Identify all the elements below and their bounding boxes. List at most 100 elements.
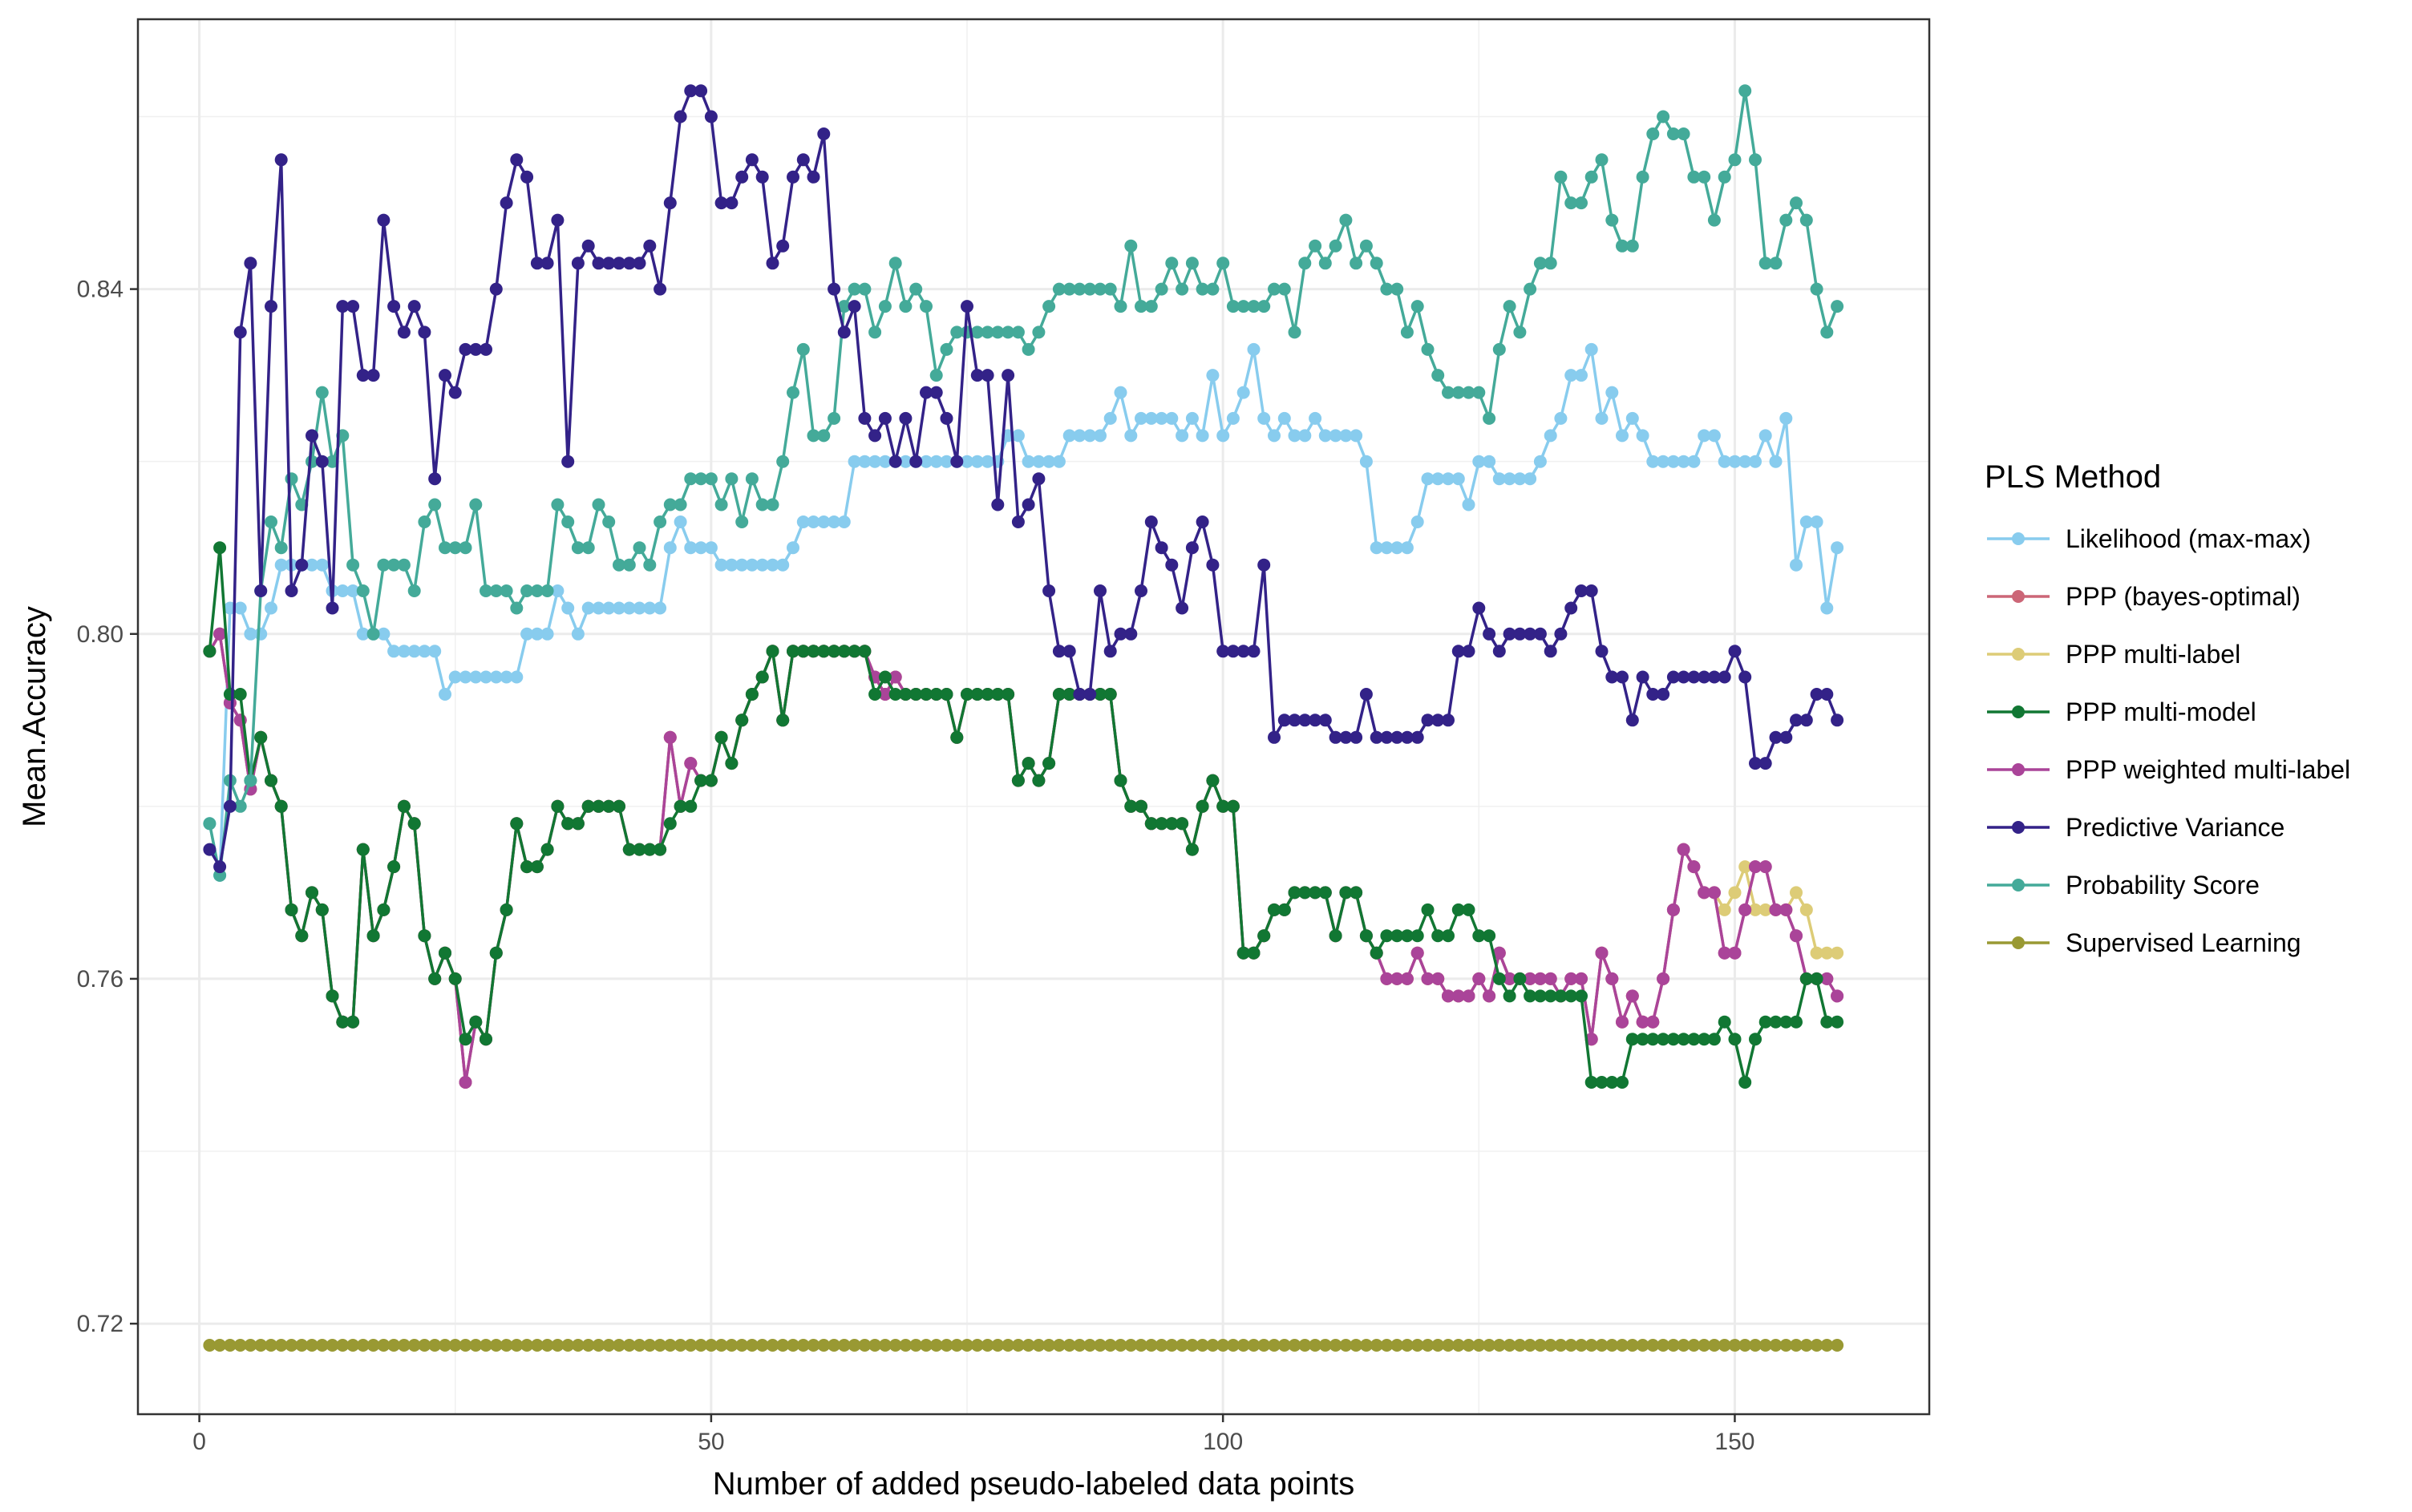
data-point	[1698, 1033, 1711, 1046]
data-point	[1524, 282, 1537, 296]
data-point	[356, 584, 370, 597]
data-point	[714, 730, 728, 744]
data-point	[295, 1339, 309, 1352]
data-point	[704, 472, 718, 486]
data-point	[540, 627, 554, 641]
data-point	[500, 1339, 513, 1352]
data-point	[858, 1339, 872, 1352]
legend: PLS Method Likelihood (max-max) PPP (baye…	[1985, 459, 2350, 957]
data-point	[633, 257, 646, 270]
data-point	[592, 1339, 605, 1352]
data-point	[725, 196, 739, 210]
data-point	[1718, 946, 1731, 960]
data-point	[1779, 1015, 1793, 1029]
data-point	[714, 1339, 728, 1352]
data-point	[654, 515, 667, 528]
data-point	[561, 601, 575, 615]
legend-item-ppp-weighted-multi-label: PPP weighted multi-label	[1987, 755, 2350, 784]
data-point	[1094, 584, 1107, 597]
data-point	[306, 429, 318, 443]
data-point	[613, 601, 625, 615]
data-point	[1011, 774, 1025, 787]
data-point	[1657, 110, 1670, 123]
data-point	[561, 515, 575, 528]
data-point	[407, 300, 421, 313]
data-point	[1749, 455, 1762, 468]
data-point	[1390, 972, 1404, 985]
data-point	[469, 498, 483, 511]
series-probability-score	[203, 84, 1844, 882]
data-point	[602, 1339, 616, 1352]
data-point	[848, 300, 861, 313]
data-point	[418, 929, 431, 943]
data-point	[694, 541, 708, 555]
data-point	[1799, 213, 1813, 227]
data-point	[1350, 886, 1363, 900]
data-point	[366, 627, 380, 641]
data-point	[1831, 989, 1844, 1003]
data-point	[961, 300, 973, 313]
data-point	[1011, 429, 1025, 443]
data-point	[1728, 946, 1742, 960]
data-point	[837, 300, 851, 313]
series-layer	[203, 84, 1844, 1352]
data-point	[244, 1339, 257, 1352]
data-point	[480, 584, 492, 597]
data-point	[878, 1339, 892, 1352]
data-point	[1135, 411, 1147, 425]
data-point	[274, 799, 288, 813]
data-point	[1524, 989, 1537, 1003]
data-point	[837, 515, 851, 528]
data-point	[1135, 300, 1147, 313]
data-point	[1524, 972, 1537, 985]
data-point	[1513, 627, 1527, 641]
data-point	[787, 541, 799, 555]
data-point	[1769, 455, 1783, 468]
data-point	[654, 1339, 667, 1352]
data-point	[1268, 1339, 1281, 1352]
data-point	[366, 369, 380, 382]
data-point	[1472, 972, 1486, 985]
data-point	[1492, 342, 1506, 356]
data-point	[1738, 84, 1752, 98]
data-point	[1605, 386, 1619, 399]
data-point	[1728, 1033, 1742, 1046]
data-point	[1544, 1339, 1557, 1352]
data-point	[878, 688, 892, 701]
data-point	[520, 1339, 534, 1352]
data-point	[643, 843, 657, 856]
data-point	[1820, 946, 1834, 960]
data-point	[1329, 730, 1342, 744]
data-point	[1513, 972, 1527, 985]
data-point	[1268, 903, 1281, 916]
data-point	[315, 903, 329, 916]
data-point	[776, 714, 790, 727]
data-point	[1810, 515, 1823, 528]
data-point	[480, 670, 492, 684]
data-point	[622, 601, 636, 615]
data-point	[1380, 972, 1394, 985]
data-point	[613, 799, 625, 813]
data-point	[561, 1339, 575, 1352]
data-point	[1103, 1339, 1117, 1352]
data-point	[868, 1339, 882, 1352]
data-point	[326, 1339, 339, 1352]
data-point	[1206, 369, 1220, 382]
data-point	[1718, 455, 1731, 468]
data-point	[203, 817, 217, 831]
data-point	[274, 153, 288, 167]
data-point	[1236, 1339, 1250, 1352]
data-point	[1339, 213, 1353, 227]
data-point	[1636, 670, 1649, 684]
data-point	[674, 799, 687, 813]
data-point	[1483, 1339, 1496, 1352]
data-point	[1616, 1339, 1629, 1352]
data-point	[622, 558, 636, 572]
data-point	[1666, 670, 1680, 684]
data-point	[500, 584, 513, 597]
data-point	[1359, 1339, 1373, 1352]
data-point	[766, 645, 779, 658]
data-point	[1298, 1339, 1312, 1352]
data-point	[1165, 817, 1179, 831]
data-point	[1421, 1339, 1435, 1352]
